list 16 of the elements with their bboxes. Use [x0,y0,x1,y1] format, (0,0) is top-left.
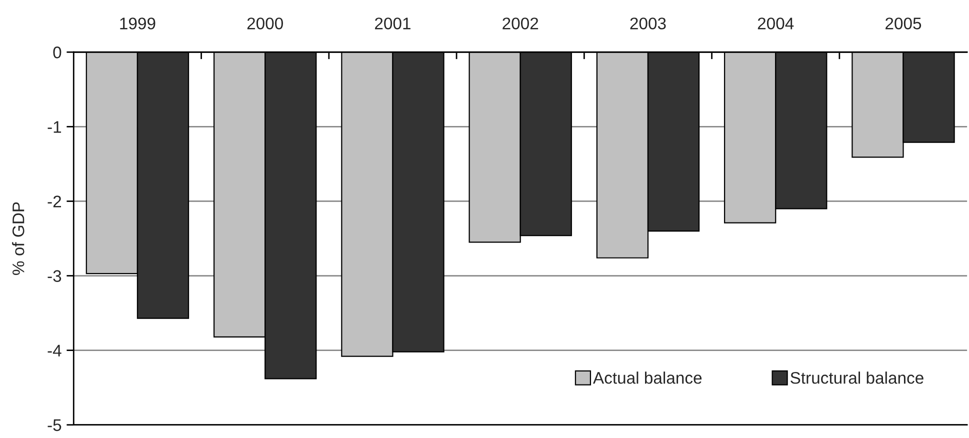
y-tick-label: -1 [48,121,62,133]
x-tick-label: 2003 [630,18,666,30]
y-axis-title: % of GDP [12,202,24,275]
legend-label: Actual balance [593,372,702,384]
x-tick-label: 2000 [247,18,283,30]
legend-label: Structural balance [790,372,924,384]
y-tick-label: -4 [48,344,62,356]
y-tick-label: -2 [48,196,62,208]
x-tick-label: 2005 [886,18,922,30]
x-tick-label: 1999 [120,18,156,30]
x-tick-label: 2001 [375,18,410,30]
x-tick-label: 2004 [758,18,794,30]
y-tick-label: -3 [48,270,62,282]
y-tick-label: -5 [48,419,62,432]
x-tick-label: 2002 [502,18,538,30]
y-tick-label: 0 [53,46,62,58]
